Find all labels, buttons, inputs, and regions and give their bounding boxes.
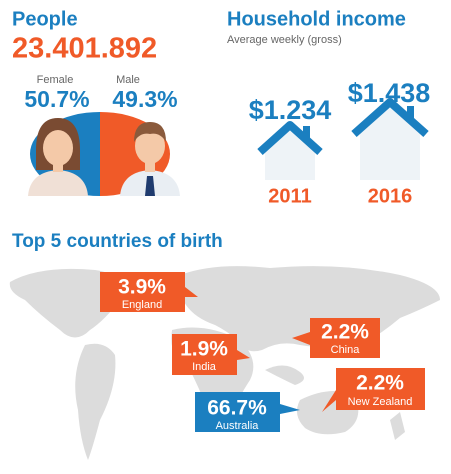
household-subtitle: Average weekly (gross) bbox=[227, 34, 342, 46]
household-title: Household income bbox=[227, 8, 406, 30]
people-total: 23.401.892 bbox=[12, 33, 157, 65]
country-value: 66.7% bbox=[207, 397, 267, 420]
male-value: 49.3% bbox=[112, 86, 177, 112]
countries-title: Top 5 countries of birth bbox=[12, 231, 223, 252]
female-label: Female bbox=[37, 74, 74, 86]
people-title: People bbox=[12, 8, 78, 30]
income-amount: $1.438 bbox=[348, 78, 431, 108]
country-name: India bbox=[192, 361, 217, 373]
country-callout: 3.9% England bbox=[100, 272, 198, 312]
country-value: 1.9% bbox=[180, 338, 228, 361]
country-name: New Zealand bbox=[348, 396, 413, 408]
country-callout: 66.7% Australia bbox=[195, 392, 300, 432]
country-name: England bbox=[122, 299, 162, 311]
house-icon bbox=[257, 121, 323, 180]
country-callout: 2.2% New Zealand bbox=[322, 368, 425, 412]
country-name: China bbox=[331, 344, 361, 356]
income-year: 2016 bbox=[368, 185, 413, 207]
country-callout: 2.2% China bbox=[292, 318, 380, 358]
country-callout: 1.9% India bbox=[172, 334, 250, 375]
country-value: 3.9% bbox=[118, 276, 166, 299]
male-label: Male bbox=[116, 74, 140, 86]
income-amount: $1.234 bbox=[249, 95, 332, 125]
country-value: 2.2% bbox=[356, 372, 404, 395]
country-value: 2.2% bbox=[321, 321, 369, 344]
house-icon bbox=[351, 98, 429, 180]
gender-split bbox=[28, 112, 180, 196]
income-year: 2011 bbox=[268, 185, 311, 207]
female-value: 50.7% bbox=[24, 86, 89, 112]
country-name: Australia bbox=[216, 420, 260, 432]
